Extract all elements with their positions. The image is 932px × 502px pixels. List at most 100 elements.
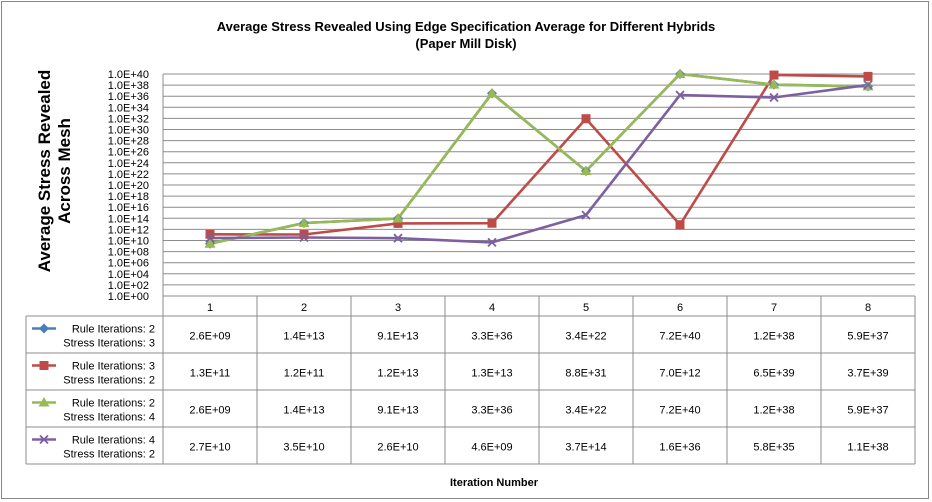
table-cell-value: 2.6E+09	[189, 331, 230, 343]
legend-key-marker-4-stroke	[39, 434, 49, 445]
legend-key-marker-2	[39, 361, 49, 370]
x-tick-label: 8	[865, 302, 871, 314]
table-cell-value: 7.2E+40	[659, 405, 700, 417]
data-point-s4-stroke	[299, 232, 309, 243]
legend-key-marker-4	[39, 434, 49, 445]
y-tick-label: 1.0E+22	[108, 169, 149, 181]
table-cell-value: 9.1E+13	[377, 405, 418, 417]
data-point-s3	[674, 68, 686, 78]
x-axis-label: Iteration Number	[450, 477, 539, 489]
y-tick-label: 1.0E+32	[108, 113, 149, 125]
table-cell-value: 1.4E+13	[283, 331, 324, 343]
y-tick-label: 1.0E+04	[108, 269, 149, 281]
data-point-s4-stroke	[863, 80, 873, 90]
table-cell-value: 5.8E+35	[753, 442, 794, 454]
data-point-s4	[675, 90, 685, 100]
table-cell-value: 5.9E+37	[847, 331, 888, 343]
x-tick-label: 1	[207, 302, 213, 314]
legend-entry-3-line-2: Stress Iterations: 4	[63, 412, 155, 424]
data-point-s2	[487, 218, 497, 228]
data-point-s2	[393, 218, 403, 228]
legend-entry-1-line-2: Stress Iterations: 3	[63, 338, 155, 350]
y-tick-label: 1.0E+06	[108, 258, 149, 270]
data-point-s3	[392, 213, 404, 223]
table-cell-value: 1.4E+13	[283, 405, 324, 417]
data-point-s3	[298, 217, 310, 228]
y-tick-label: 1.0E+40	[108, 69, 149, 81]
data-point-s4	[487, 237, 497, 248]
data-point-s4-stroke	[393, 233, 403, 243]
y-tick-label: 1.0E+00	[108, 291, 149, 303]
data-point-s4-stroke	[581, 210, 591, 220]
legend-entry-2-line-1: Rule Iterations: 3	[72, 361, 155, 373]
table-cell-value: 3.4E+22	[565, 405, 606, 417]
series-line-3	[209, 72, 869, 245]
plot-area: 1.0E+001.0E+021.0E+041.0E+061.0E+081.0E+…	[108, 68, 915, 303]
data-point-s2	[581, 114, 591, 124]
table-cell-value: 2.7E+10	[189, 442, 230, 454]
data-point-s3	[580, 165, 592, 175]
x-tick-label: 3	[395, 302, 401, 314]
table-cell-value: 1.6E+36	[659, 442, 700, 454]
data-point-s3	[486, 87, 498, 98]
y-tick-label: 1.0E+30	[108, 125, 149, 137]
table-cell-value: 7.2E+40	[659, 331, 700, 343]
y-tick-label: 1.0E+18	[108, 191, 149, 203]
x-tick-label: 4	[489, 302, 495, 314]
legend-entry-3-line-1: Rule Iterations: 2	[72, 398, 155, 410]
table-cell-value: 1.3E+13	[471, 368, 512, 380]
y-tick-label: 1.0E+20	[108, 180, 149, 192]
table-cell-value: 1.2E+38	[753, 331, 794, 343]
data-point-s4	[769, 92, 779, 103]
y-tick-label: 1.0E+24	[108, 158, 149, 170]
table-cell-value: 1.2E+38	[753, 405, 794, 417]
table-cell-value: 3.3E+36	[471, 405, 512, 417]
data-point-s4-stroke	[205, 233, 215, 243]
table-cell-value: 6.5E+39	[753, 368, 794, 380]
data-point-s4	[581, 210, 591, 220]
y-tick-label: 1.0E+10	[108, 236, 149, 248]
data-point-s2	[675, 220, 685, 230]
table-cell-value: 3.3E+36	[471, 331, 512, 343]
table-cell-value: 2.6E+09	[189, 405, 230, 417]
data-point-s2	[769, 70, 779, 80]
data-point-s4	[393, 233, 403, 243]
y-tick-label: 1.0E+28	[108, 136, 149, 148]
y-axis-label-line-1: Average Stress Revealed	[35, 70, 54, 273]
table-cell-value: 3.4E+22	[565, 331, 606, 343]
y-tick-label: 1.0E+36	[108, 91, 149, 103]
legend-entry-4-line-2: Stress Iterations: 2	[63, 449, 155, 461]
table-cell-value: 1.1E+38	[847, 442, 888, 454]
table-cell-value: 1.2E+13	[377, 368, 418, 380]
table-cell-value: 5.9E+37	[847, 405, 888, 417]
table-cell-value: 9.1E+13	[377, 331, 418, 343]
chart-title: Average Stress Revealed Using Edge Speci…	[217, 19, 716, 34]
table-cell-value: 1.3E+11	[190, 368, 230, 380]
data-point-s2	[863, 71, 873, 81]
table-cell-value: 1.2E+11	[284, 368, 324, 380]
x-tick-label: 2	[301, 302, 307, 314]
data-point-s2	[299, 230, 309, 240]
x-tick-label: 5	[583, 302, 589, 314]
data-point-s4	[863, 80, 873, 90]
series-line-2	[209, 73, 869, 236]
table-cell-value: 8.8E+31	[565, 368, 606, 380]
table-cell-value: 3.7E+39	[847, 368, 888, 380]
y-axis-label-line-2: Across Mesh	[55, 118, 74, 224]
y-tick-label: 1.0E+26	[108, 147, 149, 159]
legend-key-marker-1	[39, 323, 49, 334]
data-table: 1 2 3 4 5 6 7 8 Rule Iterations: 2 Stress Iterati…	[25, 295, 916, 465]
chart-subtitle: (Paper Mill Disk)	[415, 36, 516, 51]
table-cell-value: 4.6E+09	[471, 442, 512, 454]
table-cell-value: 2.6E+10	[377, 442, 418, 454]
y-tick-label: 1.0E+34	[108, 102, 149, 114]
legend-entry-1-line-1: Rule Iterations: 2	[72, 324, 155, 336]
x-tick-label: 6	[677, 302, 683, 314]
table-cell-value: 7.0E+12	[659, 368, 700, 380]
y-tick-label: 1.0E+02	[108, 280, 149, 292]
data-point-s4-stroke	[675, 90, 685, 100]
x-tick-label: 7	[771, 302, 777, 314]
data-point-s4-stroke	[487, 237, 497, 248]
legend-key-marker-3	[38, 397, 50, 407]
